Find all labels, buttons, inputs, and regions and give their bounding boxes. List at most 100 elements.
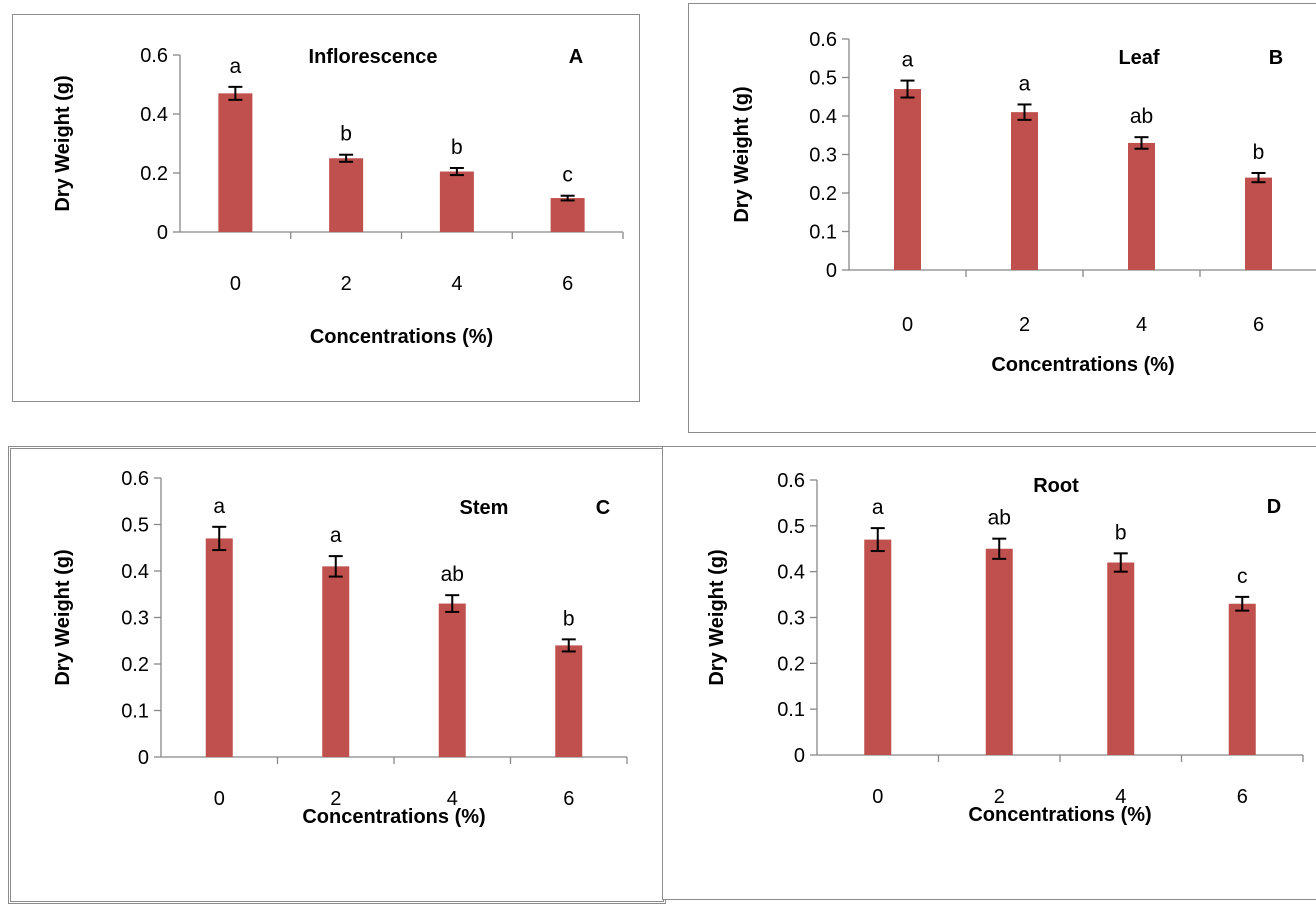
y-axis-title: Dry Weight (g) bbox=[52, 549, 74, 685]
y-tick-label: 0.1 bbox=[809, 222, 837, 244]
y-tick-label: 0.3 bbox=[777, 608, 805, 630]
y-tick-label: 0.6 bbox=[777, 470, 805, 492]
y-tick-label: 0.4 bbox=[121, 561, 149, 583]
significance-label: a bbox=[872, 496, 884, 519]
y-tick-label: 0.3 bbox=[121, 608, 149, 630]
y-tick-label: 0 bbox=[826, 260, 837, 282]
significance-label: b bbox=[340, 123, 352, 146]
chart-panel-c: 0 0.1 0.2 0.3 0.4 0.5 0.6 a 0 a 2 ab 4 b 6 Stem C Concent… bbox=[8, 446, 666, 904]
y-tick-label: 0.6 bbox=[121, 468, 149, 490]
bar bbox=[1107, 562, 1135, 755]
significance-label: ab bbox=[441, 563, 464, 586]
bar bbox=[322, 566, 350, 757]
x-tick-label: 0 bbox=[872, 786, 883, 808]
significance-label: a bbox=[330, 524, 342, 547]
y-tick-label: 0 bbox=[157, 222, 168, 244]
chart-a-svg: 0 0.2 0.4 0.6 a 0 b 2 b 4 c 6 Inflorescence A Concentr… bbox=[52, 45, 624, 348]
chart-title: Stem bbox=[460, 497, 509, 519]
chart-title: Root bbox=[1033, 475, 1079, 497]
y-tick-label: 0.2 bbox=[809, 183, 837, 205]
bar bbox=[218, 93, 253, 232]
chart-panel-d: 0 0.1 0.2 0.3 0.4 0.5 0.6 a 0 ab 2 b 4 c 6 Root D Concent… bbox=[662, 446, 1316, 900]
y-tick-label: 0 bbox=[794, 745, 805, 767]
x-tick-label: 6 bbox=[562, 273, 573, 295]
x-tick-label: 0 bbox=[214, 788, 225, 810]
y-tick-label: 0.2 bbox=[121, 654, 149, 676]
significance-label: ab bbox=[988, 507, 1011, 530]
x-tick-label: 2 bbox=[1019, 314, 1030, 336]
y-axis-title: Dry Weight (g) bbox=[52, 75, 74, 211]
y-tick-label: 0.5 bbox=[777, 516, 805, 538]
x-tick-label: 2 bbox=[994, 786, 1005, 808]
y-tick-label: 0.6 bbox=[140, 45, 168, 67]
significance-label: a bbox=[1019, 72, 1031, 95]
x-tick-label: 4 bbox=[1136, 314, 1147, 336]
x-tick-label: 4 bbox=[1115, 786, 1126, 808]
x-tick-label: 6 bbox=[1253, 314, 1264, 336]
y-tick-label: 0.5 bbox=[809, 68, 837, 90]
x-tick-label: 6 bbox=[563, 788, 574, 810]
bar bbox=[1245, 177, 1272, 270]
y-tick-label: 0.4 bbox=[777, 562, 805, 584]
bar bbox=[1228, 603, 1256, 755]
y-tick-label: 0.5 bbox=[121, 515, 149, 537]
x-tick-label: 4 bbox=[447, 788, 458, 810]
x-axis-title: Concentrations (%) bbox=[991, 354, 1174, 376]
chart-panel-b: 0 0.1 0.2 0.3 0.4 0.5 0.6 a 0 a 2 ab 4 b 6 Leaf B Concent… bbox=[688, 3, 1316, 433]
x-tick-label: 0 bbox=[902, 314, 913, 336]
panel-letter: C bbox=[596, 497, 610, 519]
panel-letter: B bbox=[1269, 47, 1283, 69]
y-tick-label: 0.2 bbox=[140, 163, 168, 185]
y-tick-label: 0.1 bbox=[121, 701, 149, 723]
significance-label: c bbox=[562, 164, 573, 187]
significance-label: ab bbox=[1130, 105, 1153, 128]
x-axis-title: Concentrations (%) bbox=[968, 804, 1151, 826]
panel-letter: A bbox=[569, 46, 583, 68]
significance-label: c bbox=[1237, 565, 1248, 588]
x-axis-title: Concentrations (%) bbox=[302, 806, 485, 828]
significance-label: b bbox=[1253, 141, 1265, 164]
y-tick-label: 0.4 bbox=[809, 106, 837, 128]
bar bbox=[438, 603, 466, 757]
chart-title: Inflorescence bbox=[309, 46, 438, 68]
chart-d-plot: 0 0.1 0.2 0.3 0.4 0.5 0.6 a 0 ab 2 b 4 c 6 Root D Concent… bbox=[706, 470, 1304, 826]
bar bbox=[555, 645, 583, 757]
x-tick-label: 4 bbox=[451, 273, 462, 295]
chart-panel-a: 0 0.2 0.4 0.6 a 0 b 2 b 4 c 6 Inflorescence A Concentr… bbox=[12, 14, 640, 402]
x-axis-title: Concentrations (%) bbox=[310, 326, 493, 348]
chart-title: Leaf bbox=[1118, 47, 1159, 69]
significance-label: b bbox=[563, 607, 575, 630]
panel-letter: D bbox=[1267, 496, 1281, 518]
y-tick-label: 0.6 bbox=[809, 29, 837, 51]
bar bbox=[864, 539, 892, 755]
y-tick-label: 0.2 bbox=[777, 653, 805, 675]
bar bbox=[329, 158, 364, 232]
bar bbox=[894, 89, 921, 270]
y-tick-label: 0.3 bbox=[809, 145, 837, 167]
x-tick-label: 2 bbox=[341, 273, 352, 295]
bar bbox=[1128, 142, 1155, 270]
y-tick-label: 0.4 bbox=[140, 104, 168, 126]
chart-b-svg: 0 0.1 0.2 0.3 0.4 0.5 0.6 a 0 a 2 ab 4 b 6 Leaf B Concent… bbox=[731, 29, 1316, 376]
x-tick-label: 0 bbox=[230, 273, 241, 295]
bar bbox=[205, 538, 233, 757]
significance-label: a bbox=[213, 495, 225, 518]
chart-b-plot: 0 0.1 0.2 0.3 0.4 0.5 0.6 a 0 a 2 ab 4 b 6 Leaf B Concent… bbox=[731, 29, 1316, 376]
chart-c-svg: 0 0.1 0.2 0.3 0.4 0.5 0.6 a 0 a 2 ab 4 b 6 Stem C Concent… bbox=[52, 468, 628, 828]
y-axis-title: Dry Weight (g) bbox=[731, 86, 753, 222]
y-axis-title: Dry Weight (g) bbox=[706, 549, 728, 685]
significance-label: a bbox=[230, 55, 242, 78]
y-tick-label: 0 bbox=[138, 747, 149, 769]
chart-d-svg: 0 0.1 0.2 0.3 0.4 0.5 0.6 a 0 ab 2 b 4 c 6 Root D Concent… bbox=[706, 470, 1304, 826]
chart-c-plot: 0 0.1 0.2 0.3 0.4 0.5 0.6 a 0 a 2 ab 4 b 6 Stem C Concent… bbox=[52, 468, 628, 828]
significance-label: b bbox=[451, 136, 463, 159]
bar bbox=[550, 198, 585, 232]
significance-label: a bbox=[902, 49, 914, 72]
y-tick-label: 0.1 bbox=[777, 699, 805, 721]
significance-label: b bbox=[1115, 521, 1127, 544]
bar bbox=[1011, 112, 1038, 271]
chart-a-plot: 0 0.2 0.4 0.6 a 0 b 2 b 4 c 6 Inflorescence A Concentr… bbox=[52, 45, 624, 348]
x-tick-label: 2 bbox=[330, 788, 341, 810]
bar bbox=[985, 548, 1013, 755]
x-tick-label: 6 bbox=[1237, 786, 1248, 808]
